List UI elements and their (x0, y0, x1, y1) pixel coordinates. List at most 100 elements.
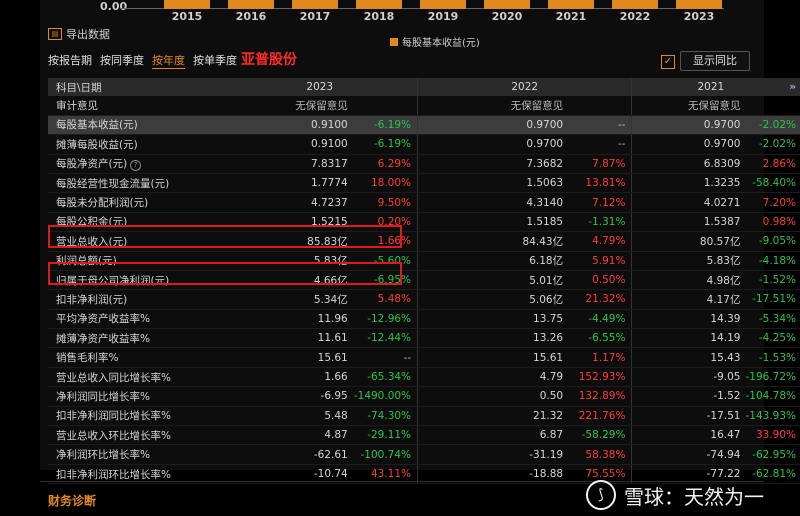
bar-2016[interactable] (228, 0, 274, 9)
cell-value: 4.98亿 (631, 270, 741, 291)
bar-2018[interactable] (356, 0, 402, 9)
y-axis-zero-label: 0.00 (100, 0, 128, 13)
cell-change: 13.81% (563, 173, 632, 194)
cell-change: -29.11% (347, 425, 418, 446)
table-row[interactable]: 营业总收入环比增长率% 4.87 -29.11% 6.87 -58.29% 16.47 33… (48, 425, 800, 446)
bar-2019[interactable] (420, 0, 466, 9)
row-label: 平均净资产收益率% (48, 309, 223, 330)
cell-change: 152.93% (563, 367, 632, 388)
xueqiu-watermark: ⟆ 雪球：天然为一 (586, 480, 764, 510)
x-tick-2020: 2020 (491, 10, 523, 23)
table-row[interactable]: 每股基本收益(元) 0.9100 -6.19% 0.9700 -- 0.9700 -2.02… (48, 115, 800, 136)
tab-2[interactable]: 按年度 (152, 54, 185, 69)
cell-value: 0.9100 (222, 115, 348, 136)
cell-value: 无保留意见 (222, 96, 348, 116)
bar-2015[interactable] (164, 0, 210, 9)
table-row[interactable]: 扣非净利润(元) 5.34亿 5.48% 5.06亿 21.32% 4.17亿 -17.51… (48, 289, 800, 310)
cell-value: 6.18亿 (417, 251, 564, 271)
x-tick-2022: 2022 (619, 10, 651, 23)
table-row[interactable]: 净利润环比增长率% -62.61 -100.74% -31.19 58.38% -74.9… (48, 444, 800, 465)
cell-value: 14.19 (631, 328, 741, 349)
cell-value: 1.66 (222, 367, 348, 388)
export-label: 导出数据 (66, 28, 110, 41)
cell-change: -12.96% (347, 309, 418, 330)
cell-value: 14.39 (631, 309, 741, 330)
cell-change: 18.00% (347, 173, 418, 194)
cell-change: 58.38% (563, 444, 632, 465)
cell-change: -6.19% (347, 134, 418, 155)
table-row[interactable]: 净利润同比增长率% -6.95 -1490.00% 0.50 132.89% -1.52-… (48, 386, 800, 407)
cell-change (740, 96, 800, 116)
help-icon[interactable]: ? (130, 160, 142, 172)
cell-change: 7.12% (563, 192, 632, 213)
cell-value: 6.87 (417, 425, 564, 446)
bar-2020[interactable] (484, 0, 530, 9)
table-row[interactable]: 平均净资产收益率% 11.96 -12.96% 13.75 -4.49% 14.39 -5.… (48, 309, 800, 330)
cell-change: 6.29% (347, 154, 418, 174)
table-row[interactable]: 营业总收入同比增长率% 1.66 -65.34% 4.79 152.93% -9.05 -1… (48, 367, 800, 388)
row-label: 摊薄净资产收益率% (48, 328, 223, 349)
period-tabs: 按报告期 按同季度 按年度 按单季度 (48, 52, 237, 69)
table-row[interactable]: 每股净资产(元)? 7.8317 6.29% 7.3682 7.87% 6.8309 2.8… (48, 154, 800, 174)
cell-change: -- (563, 115, 632, 136)
cell-change: 43.11% (347, 464, 418, 485)
cell-change: 221.76% (563, 406, 632, 427)
row-label: 净利润同比增长率% (48, 386, 223, 407)
cell-value: -9.05 (631, 367, 741, 388)
cell-value: 1.5215 (222, 212, 348, 233)
cell-value: -31.19 (417, 444, 564, 465)
x-tick-2019: 2019 (427, 10, 459, 23)
cell-value: 15.61 (222, 347, 348, 368)
row-label: 净利润环比增长率% (48, 444, 223, 465)
tab-1[interactable]: 按同季度 (100, 54, 144, 67)
watermark-text: 雪球：天然为一 (624, 484, 764, 509)
cell-change: -1.53% (740, 347, 800, 368)
tab-3[interactable]: 按单季度 (193, 54, 237, 67)
cell-value: 5.83亿 (631, 251, 741, 271)
cell-change: 75.55% (563, 464, 632, 485)
chart-legend[interactable]: 每股基本收益(元) (390, 34, 480, 49)
cell-change: -1.31% (563, 212, 632, 233)
show-yoy-checkbox[interactable]: ✓ (661, 55, 675, 69)
bar-2023[interactable] (676, 0, 722, 9)
cell-change: -17.51% (740, 289, 800, 310)
cell-change: 1.17% (563, 347, 632, 368)
table-row[interactable]: 每股未分配利润(元) 4.7237 9.50% 4.3140 7.12% 4.0271 7.… (48, 192, 800, 213)
table-row[interactable]: 审计意见 无保留意见 无保留意见 无保留意见 (48, 96, 800, 116)
table-row[interactable]: 归属于母公司净利润(元) 4.66亿 -6.95% 5.01亿 0.50% 4.98亿 -1… (48, 270, 800, 291)
cell-value: 6.8309 (631, 154, 741, 174)
cell-change: -74.30% (347, 406, 418, 427)
bar-2017[interactable] (292, 0, 338, 9)
table-row[interactable]: 摊薄净资产收益率% 11.61 -12.44% 13.26 -6.55% 14.19 -4.… (48, 328, 800, 349)
more-columns-icon[interactable]: » (789, 81, 796, 94)
cell-change: 5.91% (563, 251, 632, 271)
show-yoy-button[interactable]: 显示同比 (680, 51, 750, 71)
row-label: 扣非净利润同比增长率% (48, 406, 223, 427)
cell-change: -5.34% (740, 309, 800, 330)
export-data-button[interactable]: ▤ 导出数据 (48, 26, 110, 42)
cell-change: 9.50% (347, 192, 418, 213)
row-label: 审计意见 (48, 96, 223, 116)
table-row[interactable]: 扣非净利润环比增长率% -10.74 43.11% -18.88 75.55% -77.2… (48, 464, 800, 485)
row-label: 营业总收入同比增长率% (48, 367, 223, 388)
cell-change: 7.20% (740, 192, 800, 213)
table-row[interactable]: 摊薄每股收益(元) 0.9100 -6.19% 0.9700 -- 0.9700 -2.02… (48, 134, 800, 155)
row-label: 销售毛利率% (48, 347, 223, 368)
table-row[interactable]: 销售毛利率% 15.61 -- 15.61 1.17% 15.43 -1.53% (48, 347, 800, 368)
cell-value: 80.57亿 (631, 231, 741, 252)
tab-0[interactable]: 按报告期 (48, 54, 92, 67)
header-year-2022: 2022 (417, 78, 632, 97)
cell-change: -9.05% (740, 231, 800, 252)
cell-change: -58.29% (563, 425, 632, 446)
table-row[interactable]: 扣非净利润同比增长率% 5.48 -74.30% 21.32 221.76% -17.51… (48, 406, 800, 427)
cell-value: 11.96 (222, 309, 348, 330)
bar-2022[interactable] (612, 0, 658, 9)
financial-diagnosis-title[interactable]: 财务诊断 (48, 494, 97, 508)
table-row[interactable]: 利润总额(元) 5.83亿 -5.60% 6.18亿 5.91% 5.83亿 -4.18% (48, 251, 800, 271)
table-row[interactable]: 每股经营性现金流量(元) 1.7774 18.00% 1.5063 13.81% 1.32… (48, 173, 800, 194)
row-label: 营业总收入环比增长率% (48, 425, 223, 446)
cell-value: 13.26 (417, 328, 564, 349)
x-tick-2021: 2021 (555, 10, 587, 23)
header-label: 科目\日期 (48, 78, 223, 97)
bar-2021[interactable] (548, 0, 594, 9)
